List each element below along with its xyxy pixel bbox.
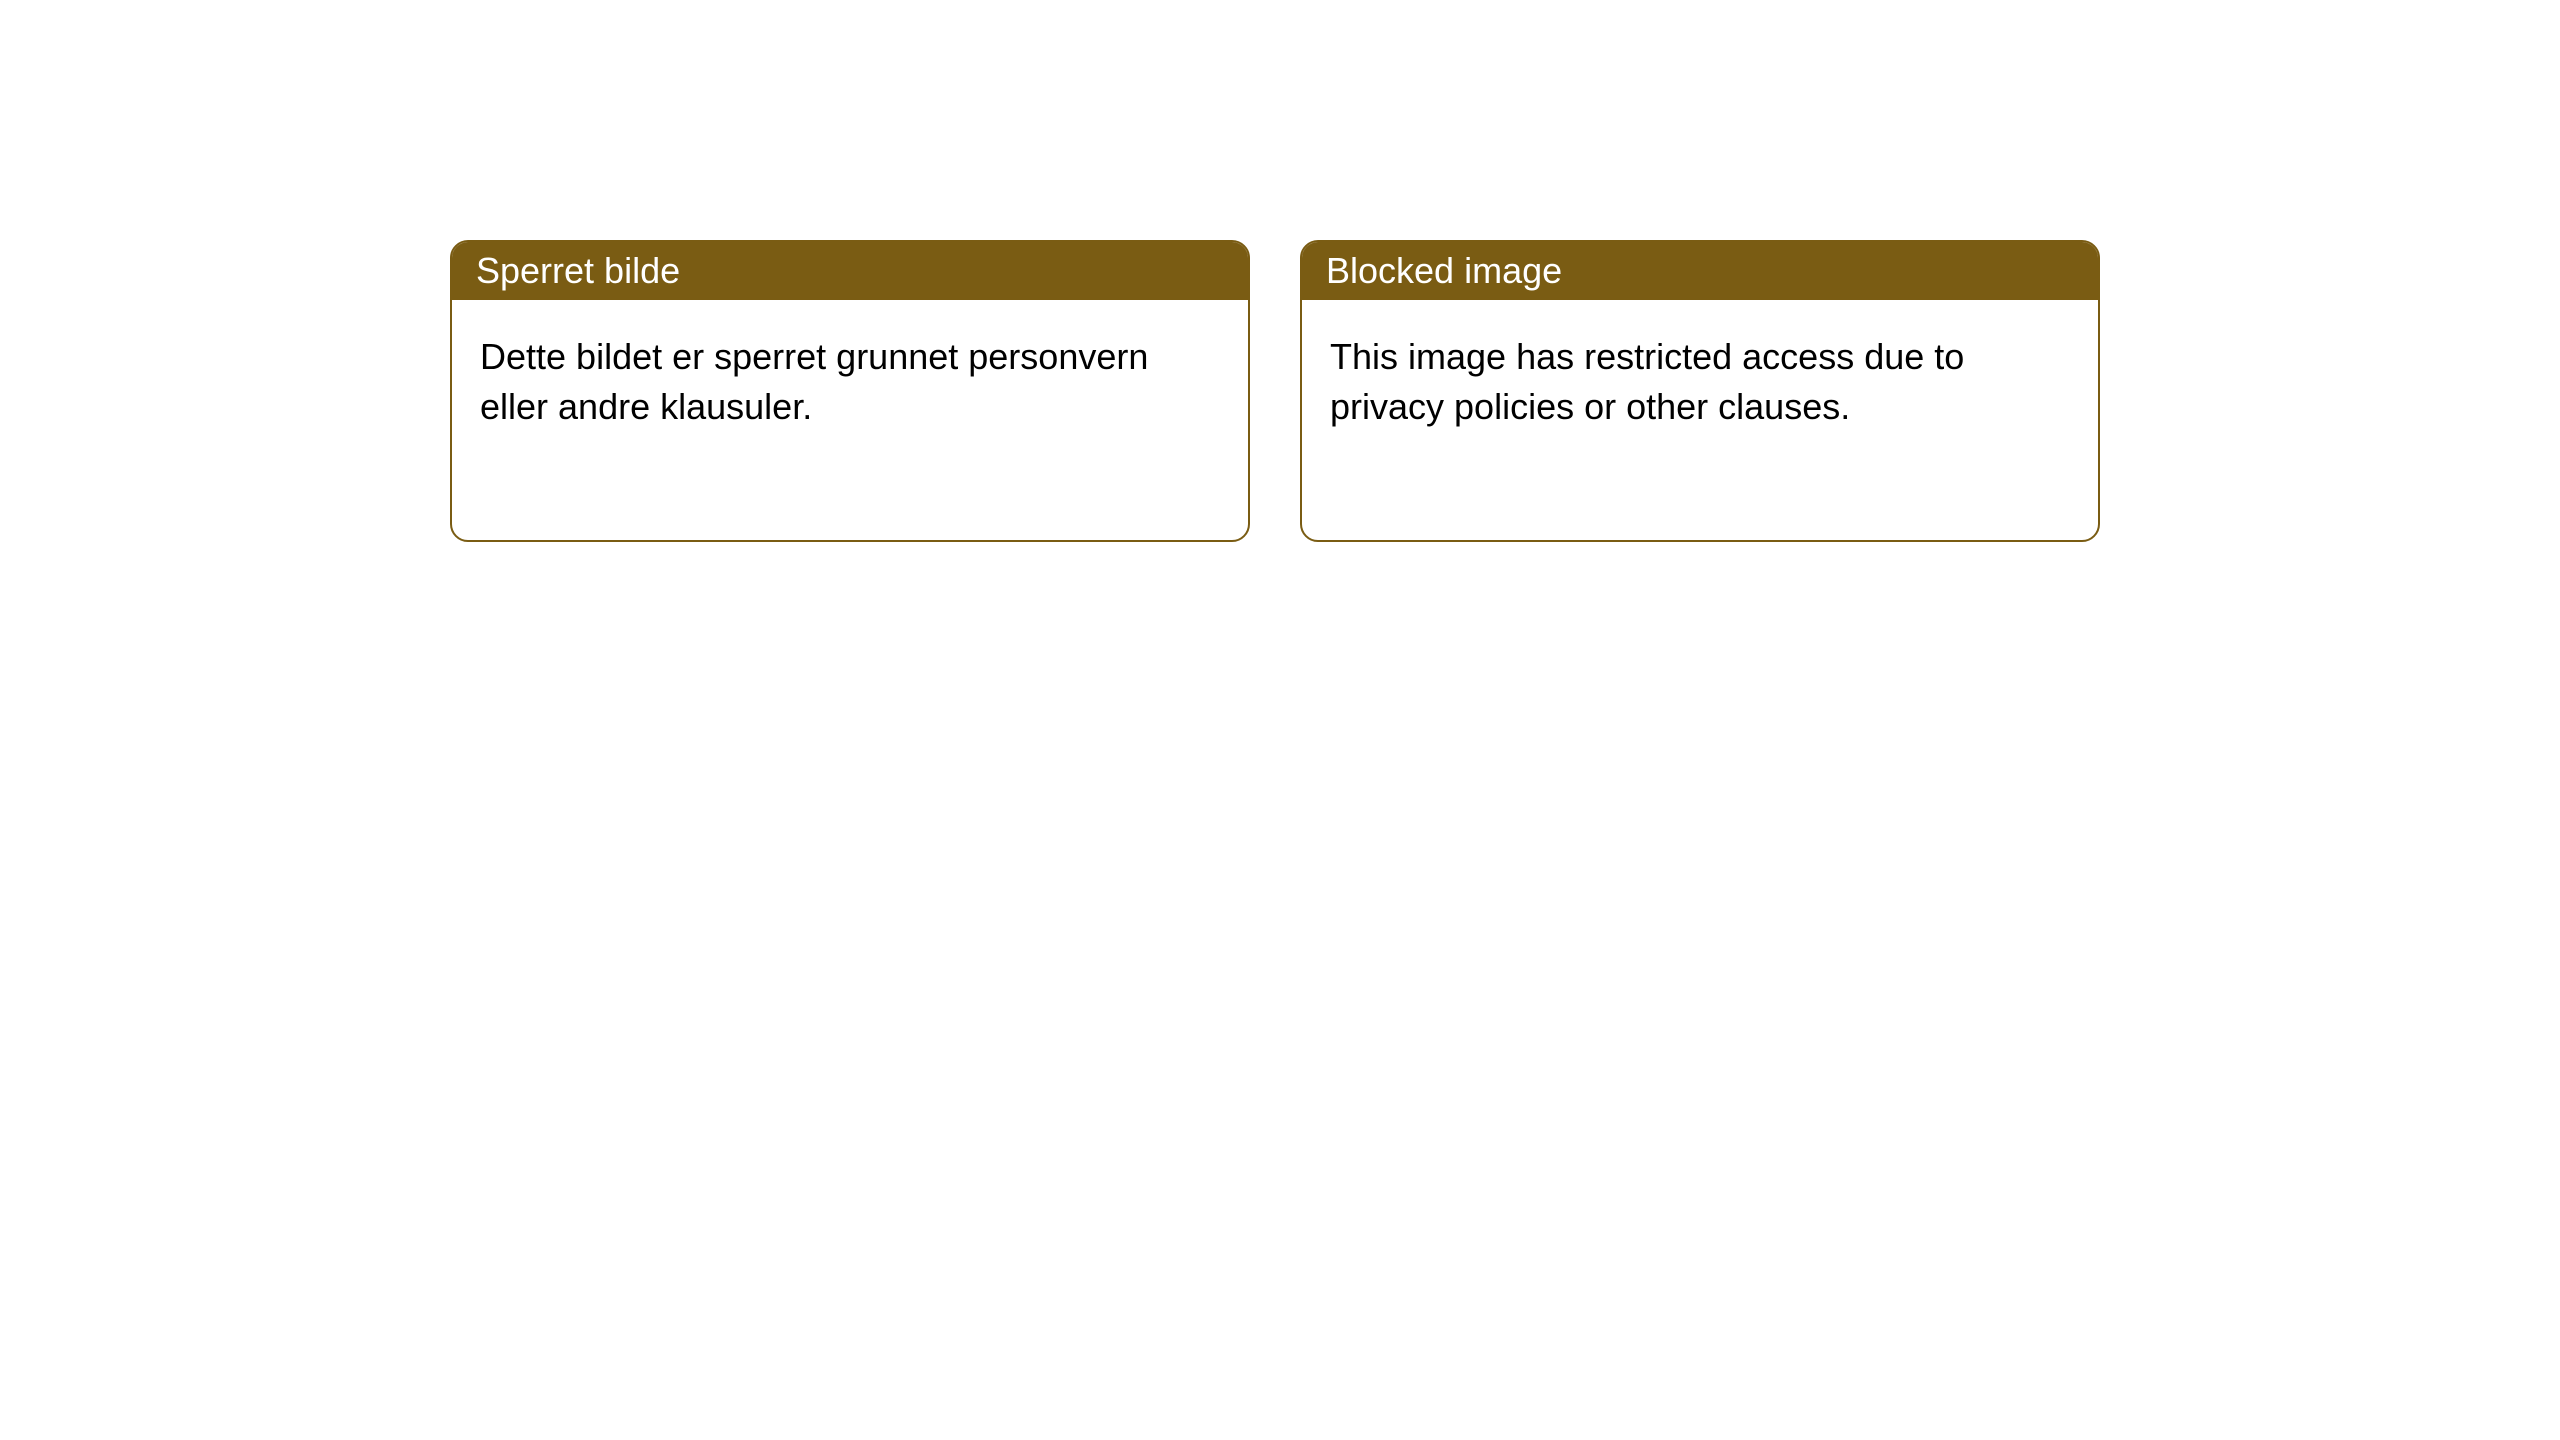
card-body: This image has restricted access due to … — [1302, 300, 2098, 540]
card-title: Blocked image — [1326, 250, 1562, 291]
card-header: Blocked image — [1302, 242, 2098, 300]
card-body: Dette bildet er sperret grunnet personve… — [452, 300, 1248, 540]
card-body-text: Dette bildet er sperret grunnet personve… — [480, 336, 1148, 427]
card-header: Sperret bilde — [452, 242, 1248, 300]
card-body-text: This image has restricted access due to … — [1330, 336, 1964, 427]
card-title: Sperret bilde — [476, 250, 680, 291]
blocked-image-card-no: Sperret bilde Dette bildet er sperret gr… — [450, 240, 1250, 542]
card-container: Sperret bilde Dette bildet er sperret gr… — [450, 240, 2100, 542]
blocked-image-card-en: Blocked image This image has restricted … — [1300, 240, 2100, 542]
